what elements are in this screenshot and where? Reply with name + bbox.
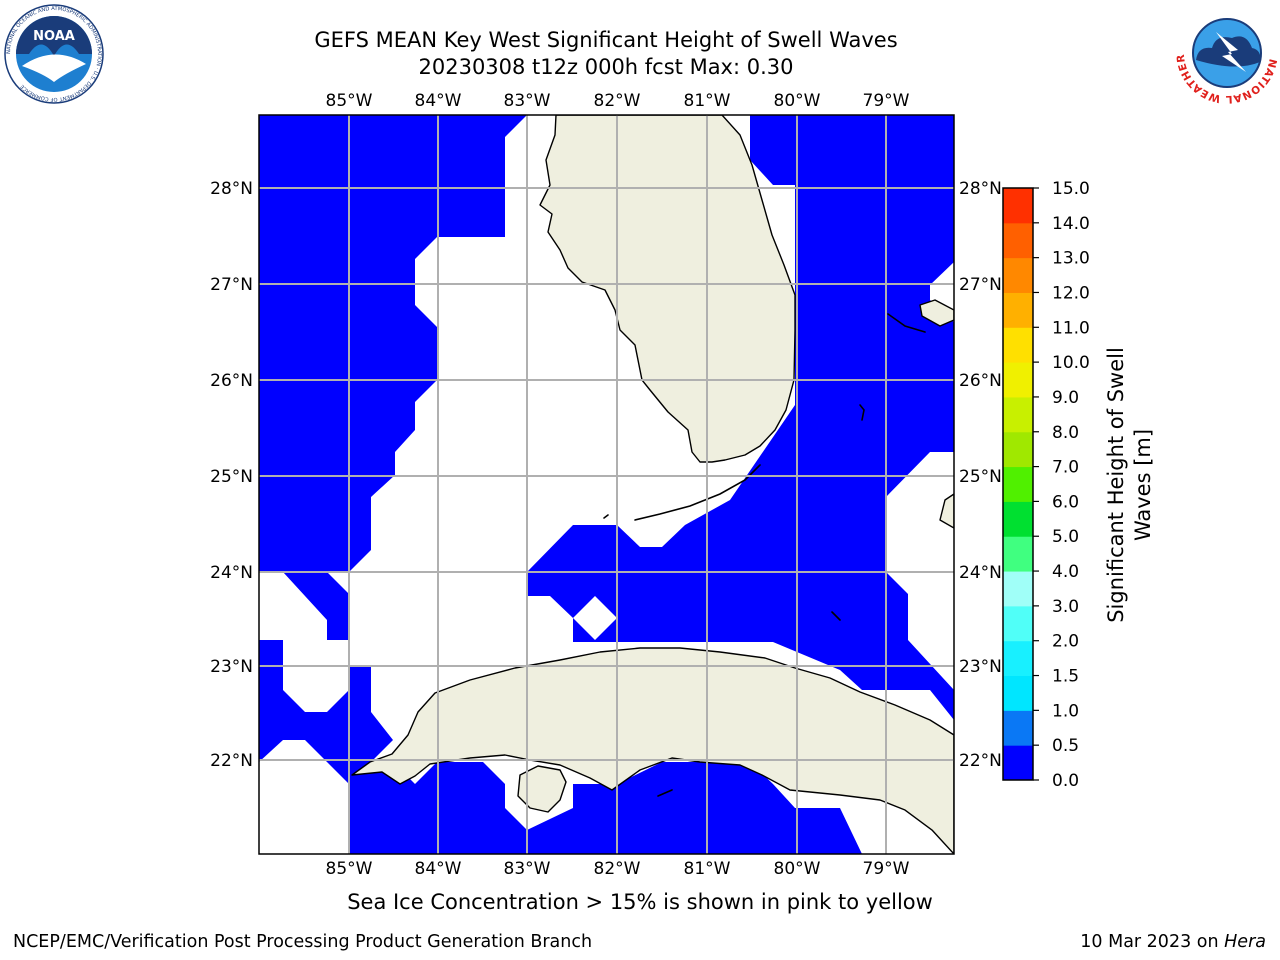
land [351,115,954,854]
colorbar-tick-label: 1.5 [1052,667,1079,687]
swell-field [259,115,954,854]
colorbar-tick-label: 1.0 [1052,701,1079,721]
lon-label-bottom: 80°W [774,859,821,879]
lat-label-left: 24°N [210,563,253,583]
colorbar-label: Significant Height of Swell Waves [m] [1104,347,1155,623]
colorbar-tick-label: 4.0 [1052,562,1079,582]
colorbar-swatches [1003,188,1033,781]
colorbar-tick-label: 13.0 [1052,249,1090,269]
colorbar-swatch [1003,710,1033,746]
isle-of-youth [517,765,567,813]
lat-label-left: 25°N [210,467,253,487]
lon-label-top: 84°W [415,91,462,111]
keys-islands [603,313,926,797]
colorbar-tick-label: 15.0 [1052,179,1090,199]
colorbar-tick-label: 3.0 [1052,597,1079,617]
lat-label-left: 23°N [210,657,253,677]
colorbar-swatch [1003,222,1033,259]
colorbar-swatch [1003,536,1033,572]
lon-label-top: 82°W [594,91,641,111]
colorbar-swatch [1003,188,1033,224]
colorbar-swatch [1003,466,1033,502]
lon-label-top: 80°W [774,91,821,111]
colorbar-tick-label: 0.0 [1052,771,1079,791]
lat-label-right: 26°N [959,371,1002,391]
colorbar-tick-label: 6.0 [1052,492,1079,512]
lat-labels-right: 28°N 27°N 26°N 25°N 24°N 23°N 22°N [959,179,1002,771]
colorbar-tick-label: 7.0 [1052,458,1079,478]
swell-area-west-strait [259,640,393,784]
colorbar-ticks: 0.0 0.5 1.0 1.5 2.0 3.0 4.0 5.0 6.0 7.0 8.0 9.0 10.0… [1033,179,1090,791]
lat-label-left: 27°N [210,275,253,295]
colorbar-swatch [1003,640,1033,677]
chart-subtitle: 20230308 t12z 000h fcst Max: 0.30 [418,55,794,79]
lat-label-right: 23°N [959,657,1002,677]
lat-label-right: 28°N [959,179,1002,199]
colorbar-swatch [1003,327,1033,363]
lon-label-bottom: 83°W [504,859,551,879]
colorbar-tick-label: 2.0 [1052,632,1079,652]
lon-label-bottom: 85°W [326,859,373,879]
colorbar-swatch [1003,571,1033,607]
lat-label-right: 25°N [959,467,1002,487]
colorbar-tick-label: 11.0 [1052,318,1090,338]
colorbar-swatch [1003,396,1033,433]
swell-gap [573,596,617,640]
producer-credit: NCEP/EMC/Verification Post Processing Pr… [13,932,593,952]
lat-label-left: 26°N [210,371,253,391]
chart-title: GEFS MEAN Key West Significant Height of… [314,28,898,52]
lat-labels-left: 28°N 27°N 26°N 25°N 24°N 23°N 22°N [210,179,253,771]
run-date-credit: 10 Mar 2023 on Hera [1080,932,1266,952]
noaa-logo: NOAA NATIONAL OCEANIC AND ATMOSPHERIC AD… [4,4,104,104]
lon-label-bottom: 82°W [594,859,641,879]
lon-labels-top: 85°W 84°W 83°W 82°W 81°W 80°W 79°W [326,91,910,111]
lat-label-left: 28°N [210,179,253,199]
colorbar-swatch [1003,431,1033,468]
lat-label-left: 22°N [210,751,253,771]
swell-area-west-upper [283,572,349,640]
lon-label-bottom: 81°W [684,859,731,879]
host-name: Hera [1224,932,1266,952]
lon-label-bottom: 84°W [415,859,462,879]
bahamas-andros [939,493,954,529]
colorbar-tick-label: 9.0 [1052,388,1079,408]
lat-label-right: 24°N [959,563,1002,583]
colorbar-label-line1: Significant Height of Swell [1104,347,1128,623]
colorbar-swatch [1003,362,1033,398]
colorbar-swatch [1003,745,1033,781]
lon-labels-bottom: 85°W 84°W 83°W 82°W 81°W 80°W 79°W [326,859,910,879]
colorbar-swatch [1003,675,1033,711]
swell-area-south [349,762,862,854]
lon-label-bottom: 79°W [863,859,910,879]
lon-label-top: 81°W [684,91,731,111]
swell-area-atlantic [527,115,954,720]
colorbar-tick-label: 10.0 [1052,353,1090,373]
lon-label-top: 85°W [326,91,373,111]
colorbar-label-line2: Waves [m] [1131,429,1155,541]
colorbar-swatch [1003,501,1033,537]
sea-ice-note: Sea Ice Concentration > 15% is shown in … [347,890,933,914]
colorbar-tick-label: 14.0 [1052,214,1090,234]
colorbar-tick-label: 0.5 [1052,736,1079,756]
swell-area-gulf [259,115,527,572]
lat-label-right: 27°N [959,275,1002,295]
gridlines [259,115,954,854]
map-frame [258,114,955,855]
colorbar-tick-label: 12.0 [1052,283,1090,303]
nws-logo: NATIONAL WEATHER SERVICE [1176,2,1278,104]
lon-label-top: 79°W [863,91,910,111]
noaa-logo-text: NOAA [33,29,75,44]
florida [539,115,796,463]
lat-label-right: 22°N [959,751,1002,771]
colorbar-swatch [1003,257,1033,293]
colorbar-swatch [1003,605,1033,642]
colorbar-swatch [1003,292,1033,328]
bahamas-grand [919,299,954,327]
colorbar-tick-label: 5.0 [1052,527,1079,547]
colorbar-frame [1002,187,1034,781]
lon-label-top: 83°W [504,91,551,111]
colorbar-tick-label: 8.0 [1052,423,1079,443]
run-date: 10 Mar 2023 on [1080,932,1225,952]
